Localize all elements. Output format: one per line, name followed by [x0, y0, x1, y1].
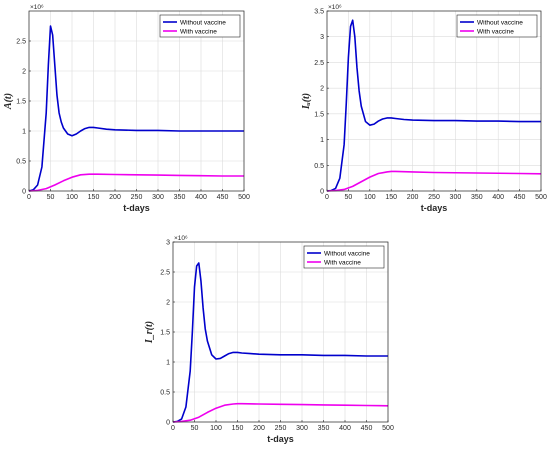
y-tick-label: 0.5: [16, 159, 26, 166]
legend-entry: With vaccine: [477, 28, 514, 35]
x-tick-label: 250: [275, 425, 287, 432]
y-axis-label: A(t): [3, 93, 14, 110]
y-tick-label: 0: [22, 189, 26, 196]
x-tick-label: 350: [174, 194, 186, 201]
legend: Without vaccine With vaccine: [159, 14, 241, 38]
y-tick-label: 2.5: [314, 60, 324, 67]
y-tick-label: 2: [166, 300, 170, 307]
x-tick-label: 0: [325, 194, 329, 201]
y-tick-label: 2.5: [16, 39, 26, 46]
x-tick-label: 300: [152, 194, 164, 201]
y-tick-label: 1.5: [314, 111, 324, 118]
x-tick-label: 100: [66, 194, 78, 201]
x-tick-label: 450: [361, 425, 373, 432]
legend: Without vaccine With vaccine: [303, 245, 385, 269]
series-line-with-vaccine: [28, 173, 244, 192]
y-tick-label: 1: [22, 129, 26, 136]
x-tick-label: 200: [253, 425, 265, 432]
x-tick-label: 450: [217, 194, 229, 201]
x-tick-label: 0: [27, 194, 31, 201]
x-tick-label: 150: [385, 194, 397, 201]
y-tick-label: 3: [166, 240, 170, 247]
chart-panel-3: 0 50 100 150 200 250 300 350 400 450 500 0 0.5 1 1.5 2 2…: [144, 235, 394, 444]
chart-panel-2: 0 50 100 150 200 250 300 350 400 450 500 0 0.5 1 1.5 2 2…: [301, 4, 547, 213]
y-axis-label: I_r(t): [144, 321, 155, 344]
x-tick-label: 450: [514, 194, 526, 201]
legend-entry: With vaccine: [324, 259, 361, 266]
x-tick-label: 300: [450, 194, 462, 201]
y-tick-label: 1.5: [160, 330, 170, 337]
legend-entry: With vaccine: [180, 28, 217, 35]
x-tick-label: 500: [535, 194, 547, 201]
series-line-with-vaccine: [326, 170, 542, 192]
legend-entry: Without vaccine: [324, 250, 370, 257]
x-tick-label: 250: [131, 194, 143, 201]
legend-box: [159, 14, 241, 38]
y-tick-label: 1: [166, 360, 170, 367]
x-axis-label: t-days: [267, 434, 294, 444]
x-tick-label: 150: [232, 425, 244, 432]
y-tick-label: 2: [320, 86, 324, 93]
x-axis-label: t-days: [123, 203, 150, 213]
x-tick-label: 50: [345, 194, 353, 201]
y-tick-label: 0.5: [314, 163, 324, 170]
legend-entry: Without vaccine: [477, 19, 523, 26]
x-tick-label: 200: [109, 194, 121, 201]
x-tick-label: 50: [47, 194, 55, 201]
x-tick-label: 0: [171, 425, 175, 432]
y-tick-label: 3: [320, 34, 324, 41]
x-tick-label: 350: [318, 425, 330, 432]
legend: Without vaccine With vaccine: [456, 14, 538, 38]
y-tick-label: 2: [22, 69, 26, 76]
x-tick-label: 50: [191, 425, 199, 432]
x-tick-label: 250: [428, 194, 440, 201]
x-tick-label: 350: [471, 194, 483, 201]
series-line-without-vaccine: [172, 262, 388, 423]
y-tick-label: 0: [166, 420, 170, 427]
x-tick-label: 200: [407, 194, 419, 201]
x-tick-label: 300: [296, 425, 308, 432]
y-tick-label: 3.5: [314, 9, 324, 16]
series-line-with-vaccine: [172, 402, 389, 423]
y-exponent-label: ×10⁶: [328, 4, 342, 11]
legend-box: [456, 14, 538, 38]
y-tick-label: 2.5: [160, 270, 170, 277]
y-exponent-label: ×10⁶: [30, 4, 44, 11]
x-axis-label: t-days: [421, 203, 448, 213]
x-tick-label: 100: [210, 425, 222, 432]
y-tick-label: 1: [320, 137, 324, 144]
y-exponent-label: ×10⁶: [174, 235, 188, 242]
x-tick-label: 400: [195, 194, 207, 201]
x-tick-label: 400: [492, 194, 504, 201]
y-axis-label: Iᵤ(t): [301, 93, 312, 110]
series-line-without-vaccine: [28, 25, 244, 192]
x-tick-label: 500: [382, 425, 394, 432]
y-tick-label: 0.5: [160, 390, 170, 397]
x-tick-label: 100: [364, 194, 376, 201]
x-tick-label: 150: [88, 194, 100, 201]
chart-panel-1: 0 50 100 150 200 250 300 350 400 450 500 0 0.5 1 1.5 2 2…: [3, 4, 250, 213]
y-tick-label: 1.5: [16, 99, 26, 106]
x-tick-label: 500: [238, 194, 250, 201]
series-line-without-vaccine: [326, 19, 541, 192]
y-tick-label: 0: [320, 189, 324, 196]
legend-box: [303, 245, 385, 269]
x-tick-label: 400: [339, 425, 351, 432]
legend-entry: Without vaccine: [180, 19, 226, 26]
